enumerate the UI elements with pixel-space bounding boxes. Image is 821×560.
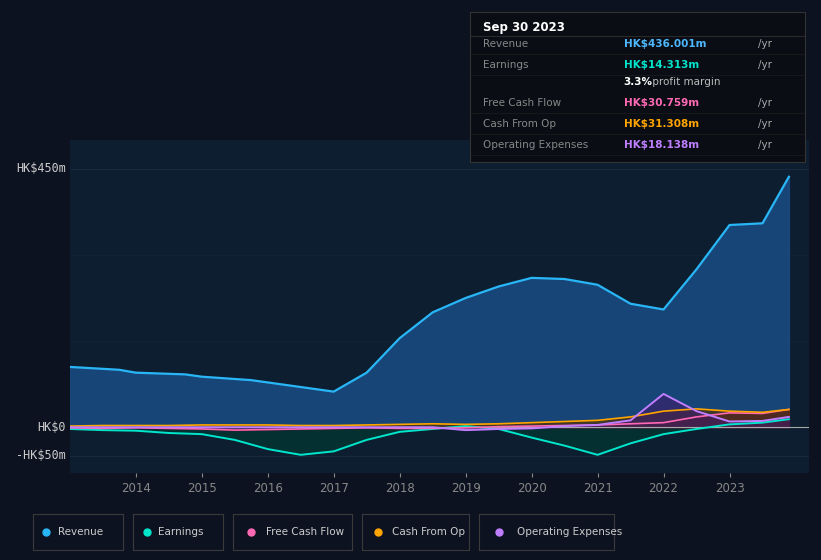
Text: Free Cash Flow: Free Cash Flow xyxy=(483,98,561,108)
Text: /yr: /yr xyxy=(758,60,772,71)
Text: Operating Expenses: Operating Expenses xyxy=(483,140,589,150)
Text: Revenue: Revenue xyxy=(58,528,103,537)
Text: HK$18.138m: HK$18.138m xyxy=(624,140,699,150)
Text: /yr: /yr xyxy=(758,39,772,49)
Text: /yr: /yr xyxy=(758,140,772,150)
Text: HK$30.759m: HK$30.759m xyxy=(624,98,699,108)
Text: Revenue: Revenue xyxy=(483,39,528,49)
Text: Earnings: Earnings xyxy=(158,528,204,537)
Text: profit margin: profit margin xyxy=(649,77,720,87)
Text: /yr: /yr xyxy=(758,98,772,108)
Text: HK$436.001m: HK$436.001m xyxy=(624,39,706,49)
Text: Earnings: Earnings xyxy=(483,60,529,71)
Text: Sep 30 2023: Sep 30 2023 xyxy=(483,21,565,34)
Text: HK$14.313m: HK$14.313m xyxy=(624,60,699,71)
Text: HK$0: HK$0 xyxy=(37,421,66,434)
Text: /yr: /yr xyxy=(758,119,772,129)
Text: Operating Expenses: Operating Expenses xyxy=(516,528,621,537)
Text: HK$31.308m: HK$31.308m xyxy=(624,119,699,129)
Text: -HK$50m: -HK$50m xyxy=(16,450,66,463)
Text: HK$450m: HK$450m xyxy=(16,162,66,175)
Text: 3.3%: 3.3% xyxy=(624,77,653,87)
Text: Free Cash Flow: Free Cash Flow xyxy=(267,528,345,537)
Text: Cash From Op: Cash From Op xyxy=(392,528,465,537)
Text: Cash From Op: Cash From Op xyxy=(483,119,556,129)
